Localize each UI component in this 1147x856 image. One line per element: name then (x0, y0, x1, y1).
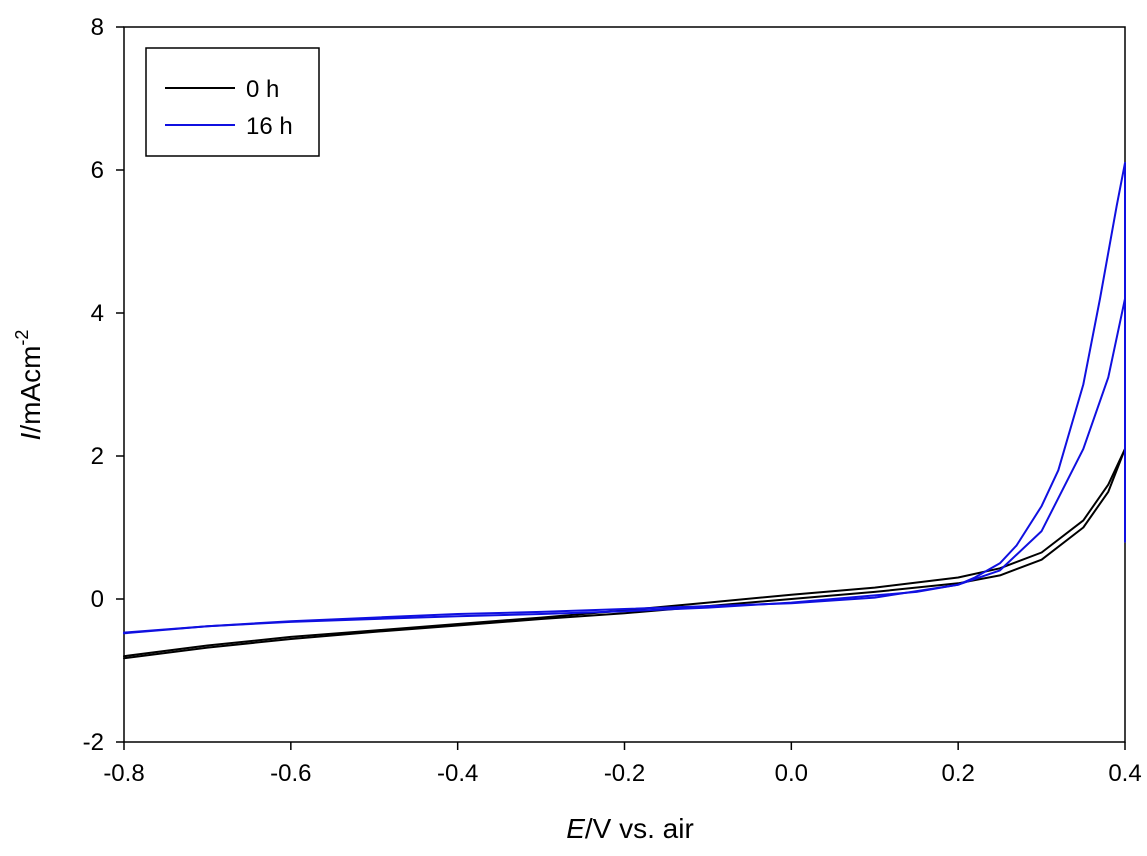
y-tick-label-0: -2 (83, 729, 104, 756)
legend: 0 h 16 h (145, 47, 320, 157)
legend-label-16h: 16 h (246, 113, 293, 140)
x-tick-label-3: -0.2 (604, 760, 645, 787)
y-tick-label-1: 0 (91, 586, 104, 613)
y-axis: -2 0 2 4 6 8 (83, 14, 124, 756)
series-line-0-1 (123, 447, 1126, 658)
y-axis-title-symbol: I (15, 432, 46, 440)
legend-label-0h: 0 h (246, 76, 279, 103)
x-tick-label-4: 0.0 (775, 760, 808, 787)
x-tick-label-6: 0.4 (1108, 760, 1141, 787)
x-axis: -0.8 -0.6 -0.4 -0.2 0.0 0.2 0.4 (103, 742, 1142, 787)
series-line-1-1 (123, 161, 1126, 634)
series-layer (123, 161, 1126, 660)
x-tick-label-2: -0.4 (437, 760, 478, 787)
y-tick-label-5: 8 (91, 14, 104, 41)
y-axis-title-text: /mAcm (15, 346, 46, 433)
x-tick-label-5: 0.2 (941, 760, 974, 787)
y-tick-label-2: 2 (91, 443, 104, 470)
x-axis-title-symbol: E (566, 813, 585, 844)
legend-box (145, 47, 320, 157)
y-tick-label-4: 6 (91, 157, 104, 184)
y-axis-title-superscript: -2 (12, 330, 32, 346)
x-axis-title: E/V vs. air (566, 813, 694, 844)
y-tick-label-3: 4 (91, 300, 104, 327)
y-axis-title: I/mAcm-2 (12, 330, 46, 441)
series-line-1-0 (123, 297, 1126, 635)
x-tick-label-0: -0.8 (103, 760, 144, 787)
series-line-0-0 (123, 447, 1126, 660)
x-tick-label-1: -0.6 (270, 760, 311, 787)
x-axis-title-text: /V vs. air (585, 813, 694, 844)
